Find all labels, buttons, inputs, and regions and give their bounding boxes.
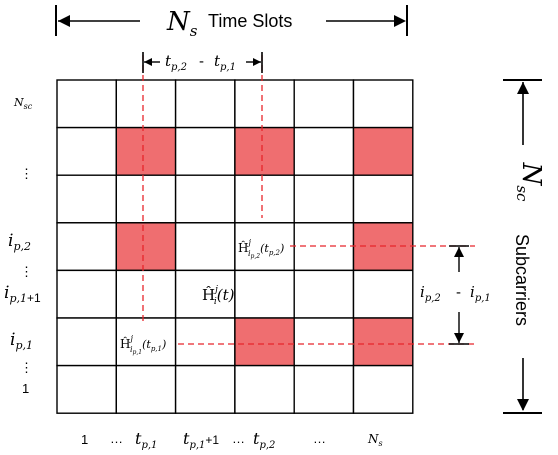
grid-cell <box>234 79 295 129</box>
header-right-arrowhead <box>394 15 406 27</box>
row-label-vdots-low: ⋮ <box>20 360 33 375</box>
cell-labels: Ĥj ip,2(tp,2) Ĥj i(t) Ĥj ip,1(tp,1) <box>120 238 284 356</box>
freq-spacing-i1: ip,1 <box>470 283 491 304</box>
col-label-one: 1 <box>81 432 88 447</box>
freq-spacing-minus: - <box>456 284 461 301</box>
subcarriers-annotation: Nsc Subcarriers <box>503 79 546 414</box>
pilot-cell <box>352 317 414 367</box>
grid-cell <box>293 79 355 129</box>
freq-spacing-top-arrowhead <box>454 247 464 257</box>
row-label-ip1: ip,1 <box>10 330 33 352</box>
grid-cell <box>234 174 295 224</box>
grid-cell <box>293 364 355 414</box>
col-label-tp1: tp,1 <box>135 429 157 451</box>
freq-spacing-bottom-arrowhead <box>454 333 464 343</box>
col-label-dots-3: … <box>313 431 326 446</box>
time-spacing-minus: - <box>199 53 204 70</box>
grid-cell <box>352 174 414 224</box>
freq-spacing-i2: ip,2 <box>420 283 441 304</box>
grid-cell <box>352 364 414 414</box>
pilot-cell <box>352 126 414 176</box>
row-label-ip2: ip,2 <box>8 231 31 253</box>
grid-cell <box>174 317 236 367</box>
time-spacing-annotation: tp,2 - tp,1 <box>142 52 263 73</box>
col-label-dots-1: … <box>110 431 123 446</box>
grid-cell <box>234 222 295 272</box>
time-spacing-left-arrowhead <box>144 58 152 66</box>
col-label-ns: Ns <box>367 432 383 448</box>
channel-estimate-pilot-2: Ĥj ip,2(tp,2) <box>238 238 284 260</box>
pilot-cell <box>234 317 295 367</box>
grid-cell <box>174 126 236 176</box>
grid-cell <box>56 364 117 414</box>
col-label-dots-2: … <box>232 431 245 446</box>
grid-cell <box>234 269 295 319</box>
row-label-ip1-plus-one: ip,1+1 <box>4 283 41 305</box>
grid-cell <box>115 79 177 129</box>
grid-cell <box>56 79 117 129</box>
pilot-cell <box>115 126 177 176</box>
grid-cell <box>234 364 295 414</box>
channel-estimate-pilot-1: Ĥj ip,1(tp,1) <box>120 334 166 356</box>
header-left-arrowhead <box>58 15 70 27</box>
row-label-one: 1 <box>22 381 29 396</box>
subcarrier-symbol: Nsc <box>513 162 546 202</box>
row-labels: Nsc ⋮ ip,2 ⋮ ip,1+1 ip,1 ⋮ 1 <box>4 96 41 396</box>
grid-cell <box>56 317 117 367</box>
grid-cell <box>174 79 236 129</box>
grid-cell <box>293 174 355 224</box>
grid-cell <box>56 269 117 319</box>
pilot-cell <box>234 126 295 176</box>
subcarrier-label: Subcarriers <box>512 234 532 326</box>
header-label: Time Slots <box>208 11 292 31</box>
grid-cell <box>352 79 414 129</box>
grid-cell <box>56 174 117 224</box>
grid-cell <box>293 269 355 319</box>
time-spacing-right-arrowhead <box>253 58 261 66</box>
time-slots-header: Ns Time Slots <box>55 5 408 40</box>
channel-estimate-interpolated: Ĥj i(t) <box>202 285 235 307</box>
grid-cell <box>56 126 117 176</box>
grid-cell <box>352 269 414 319</box>
row-label-vdots-mid: ⋮ <box>20 264 33 279</box>
resource-grid <box>56 79 414 414</box>
grid-cell <box>174 174 236 224</box>
subcarrier-bottom-arrowhead <box>517 399 529 411</box>
grid-cell <box>115 174 177 224</box>
subcarrier-top-arrowhead <box>517 82 529 94</box>
grid-cell <box>115 269 177 319</box>
grid-cell <box>293 126 355 176</box>
header-symbol: Ns <box>166 7 198 40</box>
row-label-nsc: Nsc <box>13 96 33 111</box>
time-spacing-t1: tp,1 <box>214 52 236 73</box>
grid-cell <box>56 222 117 272</box>
dashed-guides <box>142 55 475 345</box>
row-label-vdots-top: ⋮ <box>20 166 33 181</box>
time-spacing-t2: tp,2 <box>165 52 187 73</box>
col-label-tp1-plus-one: tp,1+1 <box>183 429 219 451</box>
column-labels: 1 … tp,1 tp,1+1 … tp,2 … Ns <box>81 429 383 451</box>
pilot-cell <box>115 222 177 272</box>
grid-cell <box>174 364 236 414</box>
grid-cell <box>115 364 177 414</box>
grid-cell <box>174 222 236 272</box>
frequency-spacing-annotation: ip,2 - ip,1 <box>420 245 491 345</box>
grid-cell <box>293 317 355 367</box>
col-label-tp2: tp,2 <box>253 429 275 451</box>
